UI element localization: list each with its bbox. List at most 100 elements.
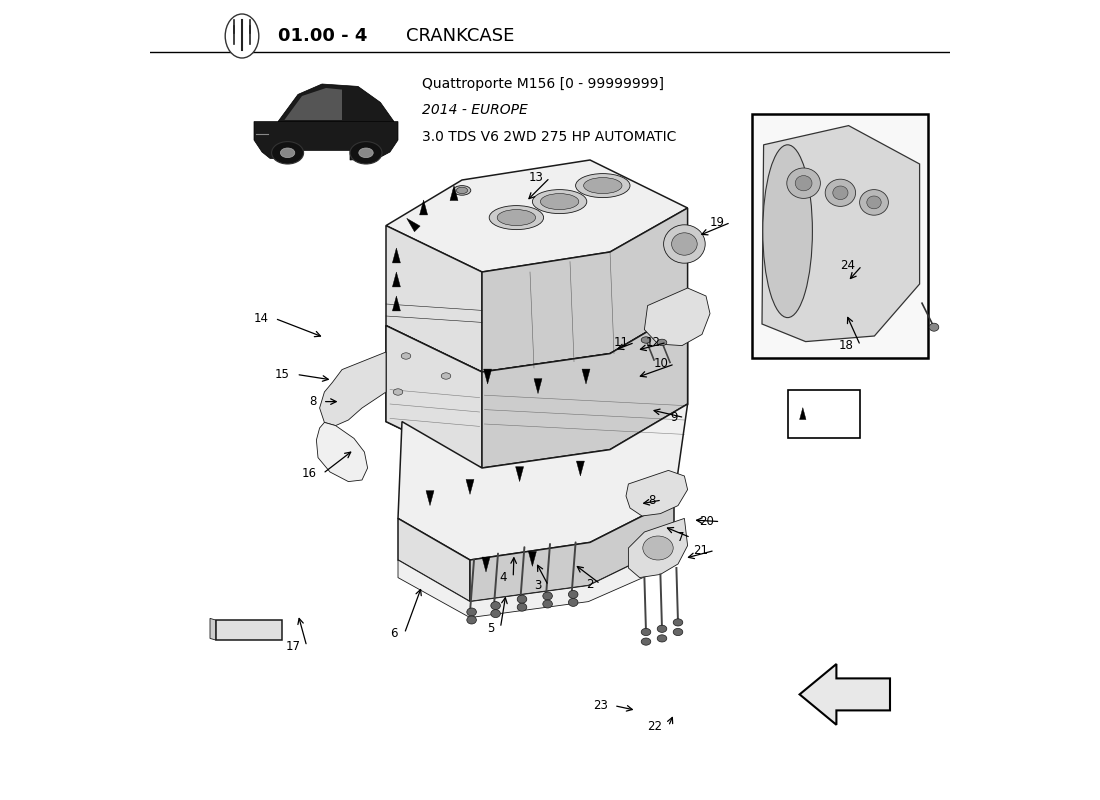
Polygon shape <box>534 378 542 394</box>
Polygon shape <box>419 200 428 215</box>
Polygon shape <box>386 308 688 468</box>
Ellipse shape <box>226 14 258 58</box>
Ellipse shape <box>350 142 382 164</box>
Polygon shape <box>386 326 482 468</box>
Ellipse shape <box>402 353 410 359</box>
Polygon shape <box>398 404 688 560</box>
Ellipse shape <box>825 179 856 206</box>
Ellipse shape <box>867 196 881 209</box>
Text: 16: 16 <box>301 467 317 480</box>
Ellipse shape <box>540 194 579 210</box>
Ellipse shape <box>497 210 536 226</box>
Polygon shape <box>582 369 590 384</box>
Ellipse shape <box>673 619 683 626</box>
Polygon shape <box>516 466 524 482</box>
Text: 9: 9 <box>671 411 678 424</box>
Ellipse shape <box>833 186 848 199</box>
Text: 20: 20 <box>700 515 714 528</box>
Ellipse shape <box>280 148 295 158</box>
Ellipse shape <box>466 616 476 624</box>
Polygon shape <box>645 288 710 346</box>
Polygon shape <box>393 272 400 287</box>
Polygon shape <box>320 352 386 426</box>
Ellipse shape <box>517 595 527 603</box>
Ellipse shape <box>786 168 821 198</box>
Ellipse shape <box>859 190 889 215</box>
Text: 10: 10 <box>653 358 669 370</box>
Ellipse shape <box>453 186 471 195</box>
Polygon shape <box>278 84 394 122</box>
Text: 4: 4 <box>499 571 507 584</box>
FancyBboxPatch shape <box>789 390 859 438</box>
Text: 11: 11 <box>614 336 628 349</box>
Polygon shape <box>482 308 688 468</box>
Ellipse shape <box>542 600 552 608</box>
Text: 21: 21 <box>693 544 708 557</box>
Ellipse shape <box>642 536 673 560</box>
Ellipse shape <box>930 323 938 331</box>
Polygon shape <box>254 122 398 160</box>
Polygon shape <box>407 218 420 232</box>
Polygon shape <box>450 186 458 201</box>
Text: 15: 15 <box>275 368 290 381</box>
Text: 18: 18 <box>839 339 854 352</box>
Ellipse shape <box>657 626 667 632</box>
Polygon shape <box>576 461 584 476</box>
Text: CRANKCASE: CRANKCASE <box>406 27 515 45</box>
Polygon shape <box>317 422 367 482</box>
Ellipse shape <box>584 178 621 194</box>
Polygon shape <box>484 369 492 384</box>
Text: 12: 12 <box>646 336 660 349</box>
Ellipse shape <box>641 629 651 635</box>
Ellipse shape <box>393 389 403 395</box>
Text: 3: 3 <box>535 579 542 592</box>
Polygon shape <box>482 208 688 372</box>
Ellipse shape <box>490 206 543 230</box>
Ellipse shape <box>663 225 705 263</box>
Polygon shape <box>386 226 482 372</box>
Ellipse shape <box>657 635 667 642</box>
Text: 01.00 - 4: 01.00 - 4 <box>278 27 367 45</box>
Text: 3.0 TDS V6 2WD 275 HP AUTOMATIC: 3.0 TDS V6 2WD 275 HP AUTOMATIC <box>422 130 676 144</box>
Ellipse shape <box>532 190 586 214</box>
Ellipse shape <box>456 187 468 194</box>
Polygon shape <box>426 490 434 506</box>
Ellipse shape <box>359 148 373 158</box>
Ellipse shape <box>575 174 630 198</box>
Polygon shape <box>528 551 537 566</box>
Text: 24: 24 <box>840 259 856 272</box>
Text: 17: 17 <box>285 640 300 653</box>
Polygon shape <box>626 470 688 516</box>
Ellipse shape <box>657 339 667 346</box>
Ellipse shape <box>672 233 697 255</box>
Text: 7: 7 <box>676 531 684 544</box>
Ellipse shape <box>517 603 527 611</box>
Text: 8: 8 <box>309 395 317 408</box>
Text: 2014 - EUROPE: 2014 - EUROPE <box>422 103 528 118</box>
Text: 23: 23 <box>593 699 607 712</box>
Polygon shape <box>466 479 474 494</box>
Text: 2: 2 <box>586 578 594 590</box>
Ellipse shape <box>542 592 552 600</box>
Text: 22: 22 <box>647 720 662 733</box>
Ellipse shape <box>641 638 651 645</box>
Ellipse shape <box>569 590 578 598</box>
Ellipse shape <box>491 602 501 610</box>
Polygon shape <box>800 664 890 725</box>
Text: Quattroporte M156 [0 - 99999999]: Quattroporte M156 [0 - 99999999] <box>422 77 664 91</box>
Ellipse shape <box>762 145 813 318</box>
Ellipse shape <box>491 610 501 618</box>
Polygon shape <box>762 126 920 342</box>
Ellipse shape <box>795 175 812 190</box>
Polygon shape <box>398 518 470 602</box>
Text: 14: 14 <box>253 312 268 325</box>
Polygon shape <box>393 248 400 263</box>
Polygon shape <box>210 618 216 640</box>
Text: 6: 6 <box>390 627 398 640</box>
Ellipse shape <box>466 608 476 616</box>
Ellipse shape <box>641 337 651 343</box>
Text: 8: 8 <box>648 494 656 506</box>
Text: 19: 19 <box>710 216 725 229</box>
Polygon shape <box>800 407 806 419</box>
Polygon shape <box>285 88 342 120</box>
